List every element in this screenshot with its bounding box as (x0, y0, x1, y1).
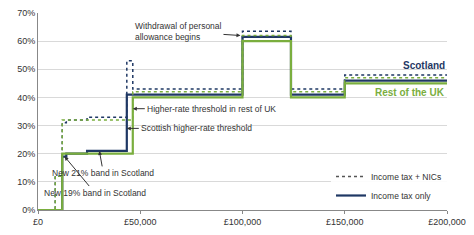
svg-text:Income tax + NICs: Income tax + NICs (371, 172, 441, 182)
svg-text:Scotland: Scotland (403, 60, 445, 71)
svg-text:50%: 50% (17, 64, 35, 74)
svg-text:Scottish higher-rate threshold: Scottish higher-rate threshold (141, 123, 252, 133)
svg-text:Income tax only: Income tax only (371, 191, 431, 201)
svg-text:10%: 10% (17, 177, 35, 187)
svg-text:£50,000: £50,000 (124, 217, 157, 227)
svg-text:£100,000: £100,000 (224, 217, 262, 227)
svg-text:Rest of the UK: Rest of the UK (375, 87, 445, 98)
svg-text:Withdrawal of personalallowanc: Withdrawal of personalallowance begins (135, 21, 222, 42)
svg-text:40%: 40% (17, 93, 35, 103)
svg-text:£150,000: £150,000 (326, 217, 364, 227)
svg-text:New 19% band in Scotland: New 19% band in Scotland (44, 188, 146, 198)
svg-text:£200,000: £200,000 (428, 217, 466, 227)
svg-text:New 21% band in Scotland: New 21% band in Scotland (52, 168, 154, 178)
svg-text:70%: 70% (17, 8, 35, 18)
svg-text:0%: 0% (22, 205, 35, 215)
svg-text:30%: 30% (17, 121, 35, 131)
svg-text:£0: £0 (33, 217, 43, 227)
svg-text:20%: 20% (17, 149, 35, 159)
svg-text:60%: 60% (17, 36, 35, 46)
svg-text:Higher-rate threshold in rest: Higher-rate threshold in rest of UK (147, 104, 276, 114)
